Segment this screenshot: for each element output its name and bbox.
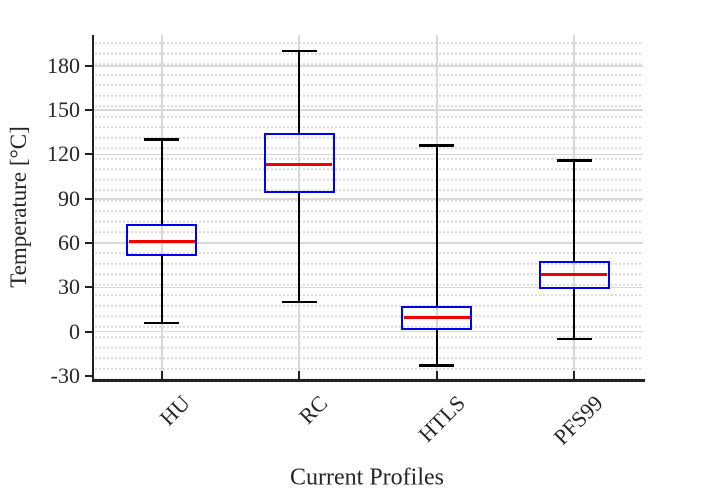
median-line-pfs99 — [541, 272, 608, 276]
whisker-cap-lower — [419, 364, 455, 367]
whisker-lower — [435, 330, 438, 366]
major-gridline-y — [93, 330, 643, 333]
y-tick-mark — [85, 375, 93, 377]
y-tick-label: 90 — [58, 185, 80, 211]
x-tick-mark — [298, 371, 301, 379]
major-gridline-y — [93, 286, 643, 289]
whisker-cap-lower — [281, 300, 317, 304]
x-tick-label-pfs99: PFS99 — [548, 390, 608, 450]
y-tick-mark — [85, 197, 93, 200]
x-tick-label-rc: RC — [293, 390, 333, 429]
y-tick-mark — [85, 109, 93, 112]
y-tick-label: 30 — [58, 274, 80, 300]
whisker-upper — [298, 51, 301, 134]
x-tick-mark — [573, 371, 576, 379]
major-gridline-y — [93, 242, 643, 244]
y-axis-line — [91, 35, 94, 382]
whisker-cap-upper — [556, 159, 592, 162]
whisker-upper — [160, 139, 163, 224]
whisker-cap-lower — [144, 321, 180, 325]
y-tick-mark — [85, 64, 93, 67]
major-gridline-y — [93, 197, 643, 200]
x-axis-line — [91, 379, 645, 382]
median-line-hu — [128, 240, 195, 244]
major-gridline-y — [93, 153, 643, 156]
y-tick-label: -30 — [50, 363, 80, 388]
whisker-lower — [298, 192, 301, 303]
iqr-box-hu — [126, 223, 198, 257]
whisker-cap-upper — [419, 144, 455, 147]
whisker-lower — [160, 256, 163, 323]
x-axis-label: Current Profiles — [290, 464, 444, 491]
median-line-rc — [266, 163, 333, 167]
major-gridline-y — [93, 109, 643, 111]
y-tick-mark — [85, 153, 93, 156]
y-tick-label: 60 — [58, 230, 80, 256]
y-tick-mark — [85, 330, 93, 333]
whisker-cap-lower — [556, 337, 592, 341]
y-tick-label: 0 — [69, 318, 80, 344]
whisker-cap-upper — [144, 138, 180, 142]
whisker-upper — [435, 145, 438, 306]
whisker-cap-upper — [281, 49, 317, 53]
iqr-box-rc — [263, 133, 335, 193]
y-tick-mark — [85, 286, 93, 289]
iqr-box-pfs99 — [538, 260, 610, 289]
x-tick-label-htls: HTLS — [413, 390, 470, 447]
y-tick-label: 120 — [47, 141, 80, 167]
x-tick-mark — [435, 371, 438, 379]
y-tick-label: 180 — [47, 52, 80, 78]
whisker-upper — [573, 160, 576, 261]
x-tick-mark — [160, 371, 163, 379]
median-line-htls — [403, 316, 470, 320]
x-tick-label-hu: HU — [154, 390, 195, 431]
iqr-box-htls — [401, 305, 473, 331]
plot-area — [93, 35, 643, 380]
y-tick-label: 150 — [47, 97, 80, 123]
y-tick-mark — [85, 242, 93, 245]
major-gridline-y — [93, 65, 643, 67]
whisker-lower — [573, 288, 576, 340]
